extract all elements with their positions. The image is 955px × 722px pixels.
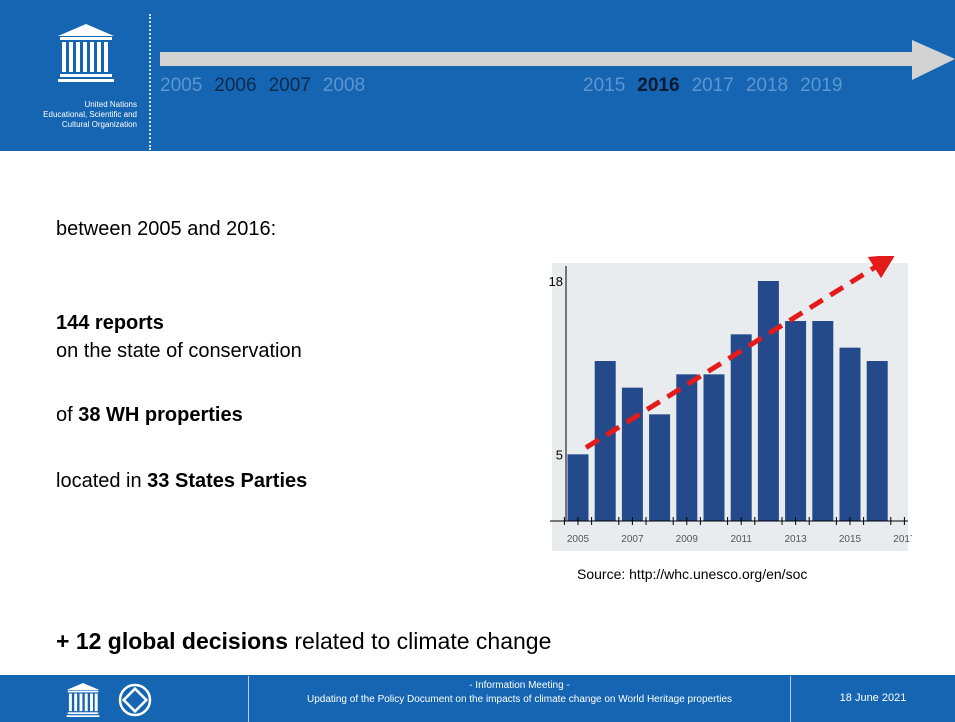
footer-bar xyxy=(0,675,955,722)
reports-count: 144 reports xyxy=(56,312,164,334)
intro-text: between 2005 and 2016: xyxy=(56,218,277,240)
org-line-3: Cultural Organization xyxy=(61,120,137,129)
reports-description: on the state of conservation xyxy=(56,340,302,362)
x-tick-label: 2017 xyxy=(893,534,912,545)
y-tick-label: 5 xyxy=(556,447,563,462)
timeline-year-highlight: 2016 xyxy=(637,75,680,96)
timeline-years-left: 2005 2006 2007 2008 xyxy=(160,75,377,101)
chart-source: Source: http://whc.unesco.org/en/soc xyxy=(577,566,808,582)
chart-bar-2009 xyxy=(676,374,698,521)
chart-bar-2008 xyxy=(649,414,671,521)
x-tick-label: 2005 xyxy=(567,534,590,545)
org-line-1: United Nations xyxy=(84,100,137,109)
timeline-year: 2008 xyxy=(322,75,366,96)
chart-bar-2005 xyxy=(567,454,589,521)
states-count: 33 States Parties xyxy=(147,470,308,492)
timeline-year: 2015 xyxy=(583,75,626,96)
reports-bar-chart: 2005 2007 2009 2011 2013 2015 2017 5 18 xyxy=(549,254,916,551)
y-tick-label: 18 xyxy=(549,274,563,289)
chart-bar-2014 xyxy=(812,321,834,521)
properties-line: of 38 WH properties xyxy=(56,404,243,427)
chart-bar-2016 xyxy=(866,361,888,521)
footer-divider xyxy=(790,676,791,722)
timeline-years-right: 2015 2016 2017 2018 2019 xyxy=(583,75,842,101)
properties-prefix: of xyxy=(56,404,79,426)
footer-date: 18 June 2021 xyxy=(839,692,907,704)
timeline-year: 2017 xyxy=(691,75,734,96)
x-tick-label: 2011 xyxy=(730,534,752,545)
x-tick-label: 2009 xyxy=(676,534,699,545)
timeline-year: 2007 xyxy=(268,75,311,96)
states-line: located in 33 States Parties xyxy=(56,470,307,493)
chart-bar-2006 xyxy=(594,361,616,521)
unesco-logo-icon xyxy=(58,24,114,82)
chart-bar-2007 xyxy=(621,387,643,521)
trend-arrow xyxy=(584,254,896,450)
properties-count: 38 WH properties xyxy=(78,404,243,426)
timeline-year: 2019 xyxy=(800,75,843,96)
footer-divider xyxy=(248,676,249,722)
organization-name: United Nations Educational, Scientific a… xyxy=(0,100,137,130)
states-prefix: located in xyxy=(56,470,148,492)
timeline-year: 2006 xyxy=(214,75,257,96)
dotted-divider xyxy=(149,14,151,150)
timeline-year: 2005 xyxy=(160,75,203,96)
meeting-title: - Information Meeting - xyxy=(469,680,570,691)
timeline-arrow-icon xyxy=(160,40,955,80)
reports-chart: 2005 2007 2009 2011 2013 2015 2017 5 18 xyxy=(540,254,916,554)
global-decisions-text: related to climate change xyxy=(288,628,552,654)
footer-meeting-info: - Information Meeting - Updating of the … xyxy=(249,679,790,707)
x-tick-label: 2015 xyxy=(839,534,862,545)
chart-bar-2011 xyxy=(730,334,752,521)
header-bar xyxy=(0,0,955,151)
chart-bar-2010 xyxy=(703,374,725,521)
chart-bar-2015 xyxy=(839,347,861,521)
unesco-footer-logo-icon xyxy=(66,683,100,717)
chart-bar-2013 xyxy=(785,321,807,521)
global-decisions-count: + 12 global decisions xyxy=(56,628,288,654)
org-line-2: Educational, Scientific and xyxy=(43,110,137,119)
x-tick-label: 2007 xyxy=(621,534,644,545)
world-heritage-emblem-icon xyxy=(118,683,152,717)
global-decisions-line: + 12 global decisions related to climate… xyxy=(56,628,551,655)
chart-bar-2012 xyxy=(757,281,779,521)
meeting-subtitle: Updating of the Policy Document on the i… xyxy=(306,694,733,705)
x-tick-label: 2013 xyxy=(784,534,807,545)
timeline-year: 2018 xyxy=(745,75,789,96)
